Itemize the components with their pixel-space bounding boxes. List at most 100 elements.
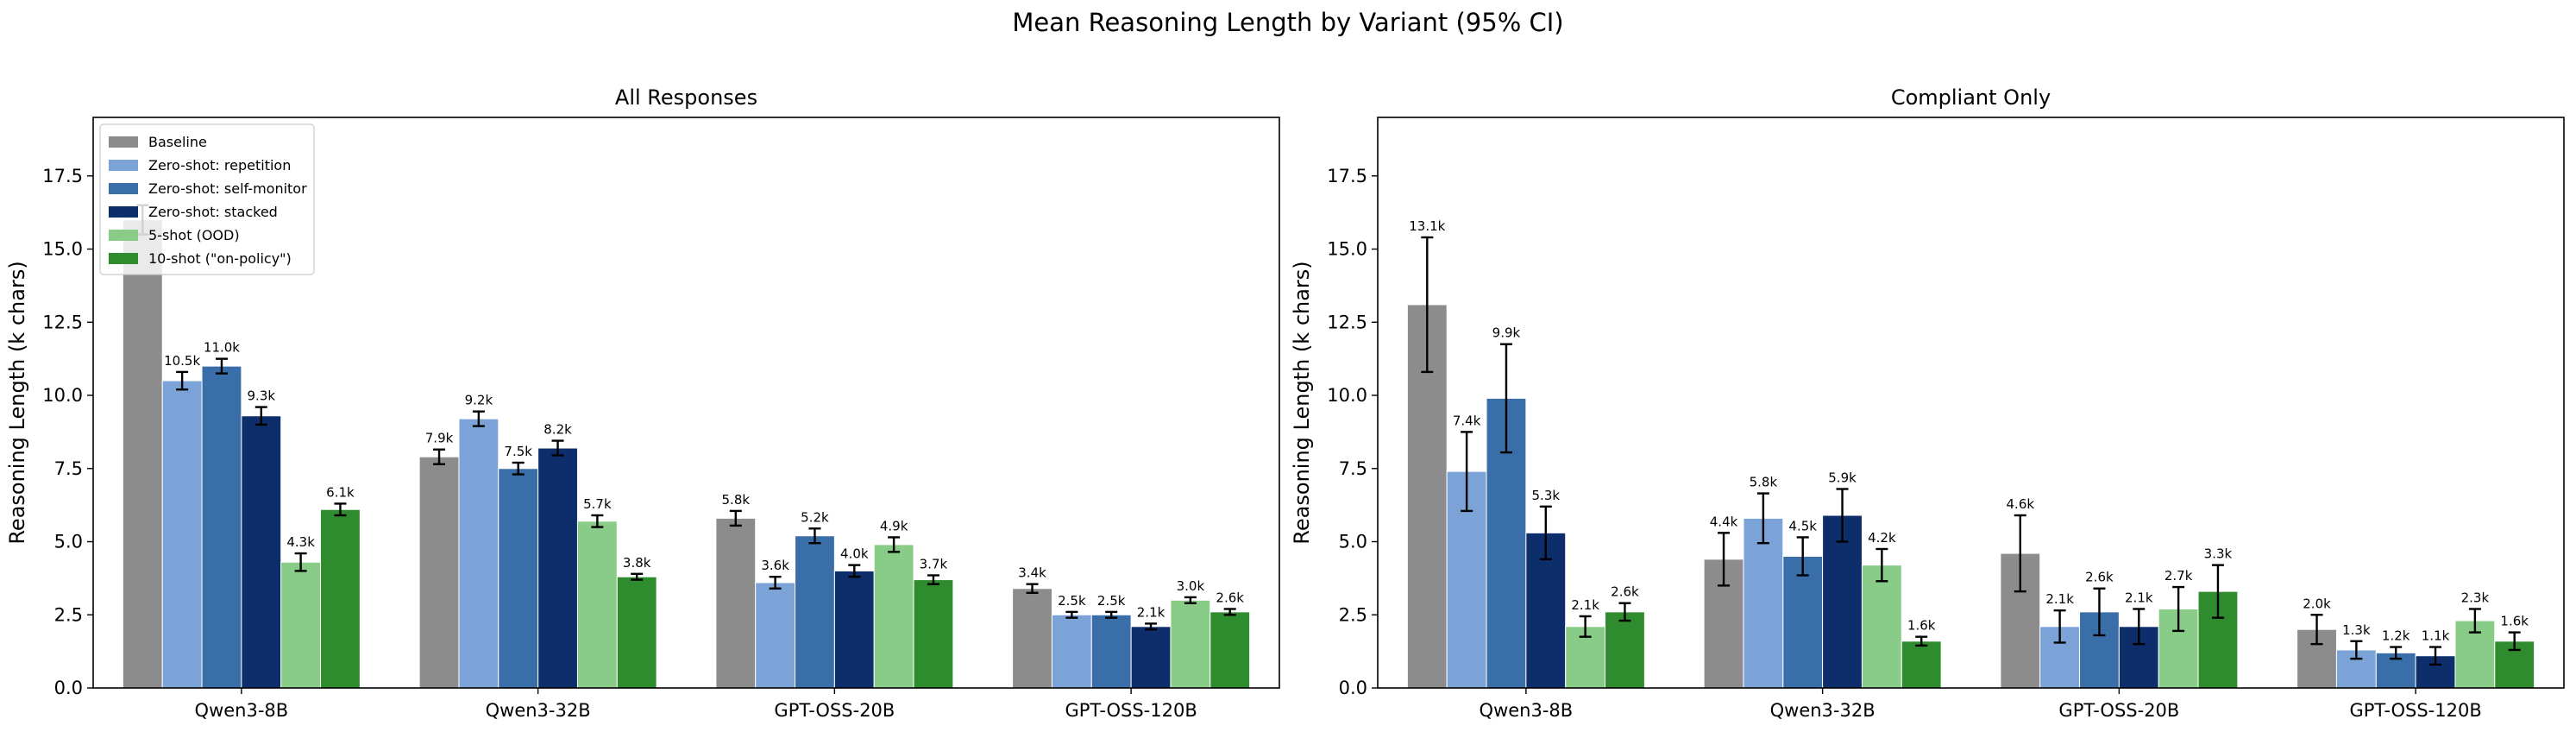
bar-value-label: 5.8k	[1750, 475, 1778, 490]
bar-value-label: 2.1k	[1137, 604, 1165, 620]
bar	[241, 415, 282, 688]
bar-value-label: 2.1k	[2045, 591, 2074, 607]
y-axis-label: Reasoning Length (k chars)	[5, 261, 29, 544]
bar	[833, 570, 875, 688]
bar-value-label: 5.7k	[583, 496, 612, 512]
y-tick-label: 12.5	[1327, 312, 1367, 332]
bar-value-label: 4.4k	[1710, 514, 1738, 529]
bar-value-label: 4.6k	[2007, 496, 2035, 512]
legend-swatch	[109, 253, 138, 264]
legend-box	[99, 123, 315, 275]
y-tick-label: 0.0	[1339, 678, 1367, 698]
bar-value-label: 4.0k	[840, 546, 869, 562]
y-axis-label: Reasoning Length (k chars)	[1290, 261, 1314, 544]
bar-value-label: 7.4k	[1453, 413, 1481, 428]
bar	[576, 521, 618, 688]
bar-value-label: 4.2k	[1868, 530, 1896, 546]
bar	[1743, 517, 1784, 688]
x-tick-label: Qwen3-8B	[1480, 700, 1574, 721]
bar-value-label: 1.6k	[2500, 614, 2529, 629]
bar	[458, 418, 499, 688]
bar	[715, 517, 757, 688]
y-tick-label: 5.0	[54, 532, 83, 552]
legend-swatch	[109, 183, 138, 194]
x-tick-label: Qwen3-8B	[195, 700, 289, 721]
bar-value-label: 7.5k	[504, 444, 532, 459]
x-tick-label: GPT-OSS-120B	[2349, 700, 2481, 721]
bar-value-label: 3.8k	[623, 555, 651, 571]
bar-value-label: 3.0k	[1177, 578, 1205, 594]
bar	[1012, 588, 1052, 688]
x-tick-label: Qwen3-32B	[486, 700, 591, 721]
y-tick-label: 17.5	[1327, 166, 1367, 186]
bar-value-label: 9.3k	[248, 388, 276, 404]
legend-swatch	[109, 206, 138, 218]
bar	[1051, 614, 1092, 688]
bar	[795, 535, 835, 688]
bar-value-label: 9.9k	[1492, 325, 1521, 341]
bar	[161, 380, 203, 688]
plot-frame	[92, 117, 1280, 689]
bar-value-label: 8.2k	[543, 422, 572, 438]
panel-title: All Responses	[615, 85, 757, 110]
bar-value-label: 2.0k	[2303, 596, 2331, 611]
bar-value-label: 2.6k	[2085, 570, 2114, 585]
y-tick-label: 17.5	[42, 166, 83, 186]
y-tick-label: 15.0	[42, 239, 83, 260]
bar-value-label: 3.6k	[761, 558, 789, 573]
legend-entry: Zero-shot: self-monitor	[148, 180, 307, 197]
panel-title: Compliant Only	[1891, 85, 2051, 110]
panel-1: All Responses 0.0 2.5 5.0 7.5 10.0 12.5 15.0 17.…	[5, 85, 1280, 721]
panels: All Responses 0.0 2.5 5.0 7.5 10.0 12.5 15.0 17.…	[5, 85, 2565, 721]
bar	[122, 219, 163, 688]
legend-entry: Zero-shot: stacked	[148, 204, 278, 220]
bars	[122, 204, 1251, 688]
y-tick-label: 12.5	[42, 312, 83, 332]
y-tick-label: 7.5	[54, 458, 83, 479]
bar	[320, 508, 361, 688]
chart-title: Mean Reasoning Length by Variant (95% CI…	[1012, 8, 1563, 37]
bar-value-label: 1.2k	[2382, 628, 2410, 644]
y-tick-label: 15.0	[1327, 239, 1367, 260]
bar	[418, 456, 460, 688]
x-tick-label: GPT-OSS-20B	[774, 700, 895, 721]
legend-entry: 5-shot (OOD)	[148, 227, 240, 243]
y-tick-label: 5.0	[1339, 532, 1367, 552]
bar-value-label: 2.1k	[2125, 590, 2153, 605]
x-tick-label: GPT-OSS-20B	[2058, 700, 2179, 721]
bar-value-label: 1.1k	[2422, 628, 2450, 644]
bar	[616, 576, 657, 688]
bar	[1861, 565, 1902, 688]
bar-value-label: 2.1k	[1571, 597, 1599, 613]
y-tick-label: 0.0	[54, 678, 83, 698]
bar	[201, 365, 242, 688]
bar-value-label: 5.2k	[801, 509, 829, 525]
legend-swatch	[109, 230, 138, 241]
bar	[1170, 599, 1211, 688]
bar-value-label: 11.0k	[204, 340, 240, 356]
bar-value-label: 5.3k	[1532, 488, 1561, 503]
bar-value-label: 6.1k	[326, 484, 355, 500]
bar-value-label: 3.3k	[2204, 546, 2233, 562]
y-tick-label: 10.0	[1327, 385, 1367, 406]
panel-2: Compliant Only 0.0 2.5 5.0 7.5 10.0 12.5 15.0 17…	[1290, 85, 2565, 721]
bar	[280, 561, 322, 688]
bar-value-label: 2.7k	[2164, 568, 2193, 584]
legend-entry: 10-shot ("on-policy")	[148, 250, 292, 267]
y-tick-label: 2.5	[1339, 604, 1367, 625]
bar	[913, 579, 954, 688]
bar-value-label: 9.2k	[465, 393, 493, 408]
legend-entry: Zero-shot: repetition	[148, 157, 291, 174]
plot-frame	[1377, 117, 2565, 689]
legend-swatch	[109, 160, 138, 171]
bar-value-label: 2.6k	[1611, 584, 1639, 600]
bar-value-label: 1.6k	[1907, 618, 1936, 634]
y-tick-label: 7.5	[1339, 458, 1367, 479]
bar	[1605, 611, 1645, 688]
bar	[498, 468, 539, 688]
bar-value-label: 13.1k	[1409, 218, 1445, 234]
bar	[873, 544, 914, 688]
bar-value-label: 2.5k	[1097, 593, 1126, 609]
bar-value-label: 5.8k	[722, 492, 751, 508]
